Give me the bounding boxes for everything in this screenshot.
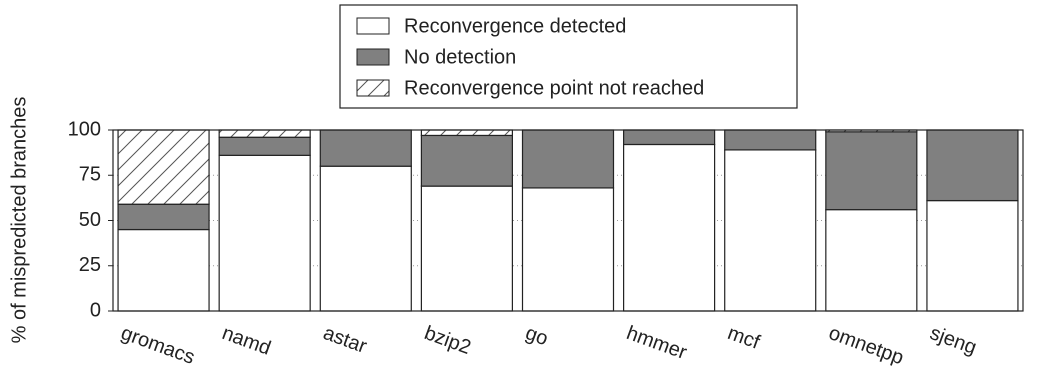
bar-segment (825, 131, 918, 211)
bar-segment (521, 129, 615, 189)
legend-swatch (356, 79, 390, 97)
bar-segment (319, 129, 412, 167)
x-tick-label: mcf (725, 322, 763, 354)
bar-segment (420, 134, 513, 187)
x-tick-label: bzip2 (421, 322, 473, 359)
legend-label: Reconvergence detected (404, 15, 626, 37)
y-tick-label: 25 (79, 254, 101, 276)
bar-segment (926, 129, 1019, 202)
bar-segment (117, 203, 210, 231)
x-tick-label: hmmer (624, 322, 690, 364)
x-tick-label: namd (219, 322, 274, 360)
legend-swatch (356, 17, 390, 35)
y-axis-label: % of mispredicted branches (8, 97, 30, 344)
bar-segment (319, 165, 412, 312)
x-tick-label: sjeng (927, 322, 979, 359)
bar-segment (218, 129, 311, 138)
y-tick-label: 75 (79, 164, 101, 186)
bar-segment (420, 129, 513, 137)
bar-segment (521, 187, 615, 312)
plot-frame (112, 129, 1024, 312)
legend-label: No detection (404, 46, 516, 68)
bar-segment (724, 149, 817, 312)
bar-segment (420, 185, 513, 312)
bar-segment (117, 129, 210, 205)
bar-segment (117, 228, 210, 312)
bar-segment (218, 136, 311, 156)
y-tick-label: 100 (68, 118, 101, 140)
y-tick-label: 0 (90, 299, 101, 321)
bar-segment (926, 199, 1019, 312)
x-tick-label: gromacs (118, 322, 198, 369)
bar-segment (825, 209, 918, 312)
bar-segment (724, 129, 817, 151)
y-tick-label: 50 (79, 209, 101, 231)
legend-swatch (356, 48, 390, 66)
x-tick-label: go (522, 322, 550, 350)
x-tick-label: astar (320, 322, 370, 358)
bar-segment (623, 129, 716, 146)
legend (339, 4, 798, 109)
x-tick-label: omnetpp (826, 322, 907, 369)
legend-label: Reconvergence point not reached (404, 77, 704, 99)
bar-segment (218, 154, 311, 312)
bar-segment (623, 143, 716, 312)
